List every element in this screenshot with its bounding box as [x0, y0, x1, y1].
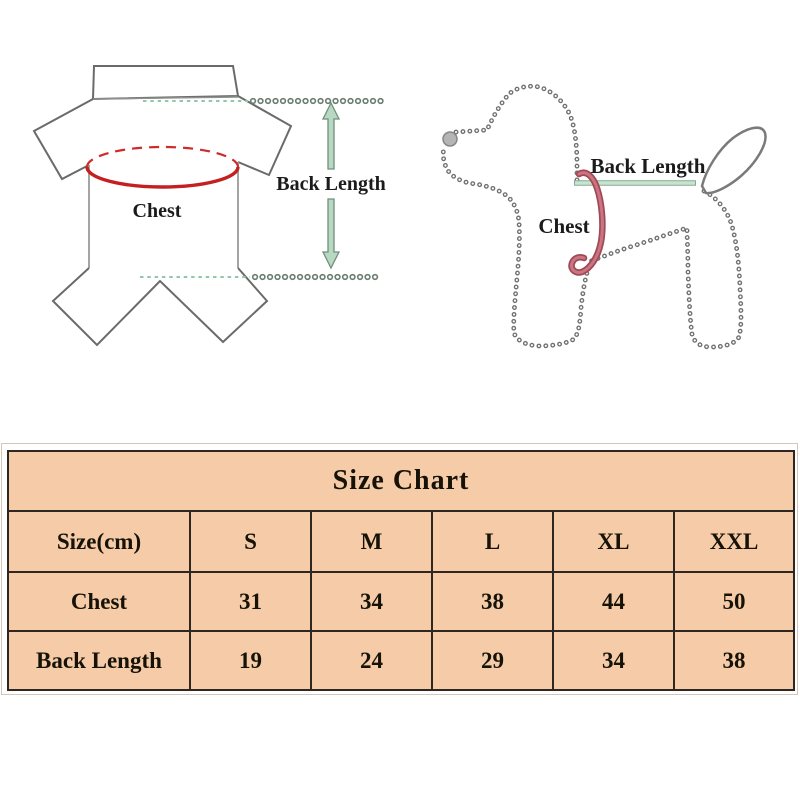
flat-chest-label: Chest: [133, 200, 182, 222]
measurement-diagrams: Chest Back Length Back Length: [32, 65, 767, 350]
dog-diagram: Back Length Chest: [440, 83, 767, 350]
table-outer-frame: [1, 443, 798, 695]
chest-value-s: 31: [189, 571, 312, 632]
chest-ellipse-solid: [85, 166, 240, 189]
chest-value-m: 34: [310, 571, 433, 632]
dog-back-length-label: Back Length: [591, 154, 706, 178]
flat-garment-diagram: Chest Back Length: [32, 65, 386, 347]
size-chart-table: Size Chart Size(cm) S M L XL XXL Chest 3…: [6, 450, 796, 691]
garment-right-sleeve: [237, 95, 293, 177]
size-header-m: M: [310, 510, 433, 573]
size-header-xl: XL: [552, 510, 675, 573]
dog-nose: [442, 131, 458, 147]
back-length-value-l: 29: [431, 630, 554, 691]
table-row-chest: Chest 31 34 38 44 50: [7, 571, 796, 632]
row-label-chest: Chest: [7, 571, 191, 632]
row-label-back-length: Back Length: [7, 630, 191, 691]
size-chart-title: Size Chart: [6, 450, 796, 512]
garment-collar: [91, 65, 240, 101]
garment-left-sleeve: [32, 98, 94, 181]
chest-value-xxl: 50: [672, 571, 796, 632]
arrow-up-icon: [321, 101, 341, 170]
flat-back-length-label: Back Length: [276, 173, 385, 195]
table-header-row: Size(cm) S M L XL XXL: [7, 510, 796, 573]
dog-tail: [700, 126, 767, 195]
back-length-value-xxl: 38: [672, 630, 796, 691]
size-header-xxl: XXL: [672, 510, 796, 573]
size-header-l: L: [431, 510, 554, 573]
chest-value-xl: 44: [552, 571, 675, 632]
dog-body-bead-core: [442, 145, 743, 349]
back-length-value-m: 24: [310, 630, 433, 691]
dog-chest-curve-core: [570, 171, 604, 274]
unit-header-cell: Size(cm): [7, 510, 191, 573]
arrow-down-icon: [321, 198, 341, 270]
garment-shoulder-seam: [92, 96, 239, 100]
chest-ellipse-dashed: [85, 145, 240, 168]
back-length-value-s: 19: [189, 630, 312, 691]
table-title-row: Size Chart: [6, 450, 796, 512]
back-length-value-xl: 34: [552, 630, 675, 691]
table-row-back-length: Back Length 19 24 29 34 38: [7, 630, 796, 691]
dog-chest-label: Chest: [538, 214, 589, 238]
size-header-s: S: [189, 510, 312, 573]
chest-value-l: 38: [431, 571, 554, 632]
dog-head-bead-outline: [453, 83, 580, 184]
dog-head-bead-core: [454, 85, 579, 183]
garment-legs: [51, 267, 269, 347]
